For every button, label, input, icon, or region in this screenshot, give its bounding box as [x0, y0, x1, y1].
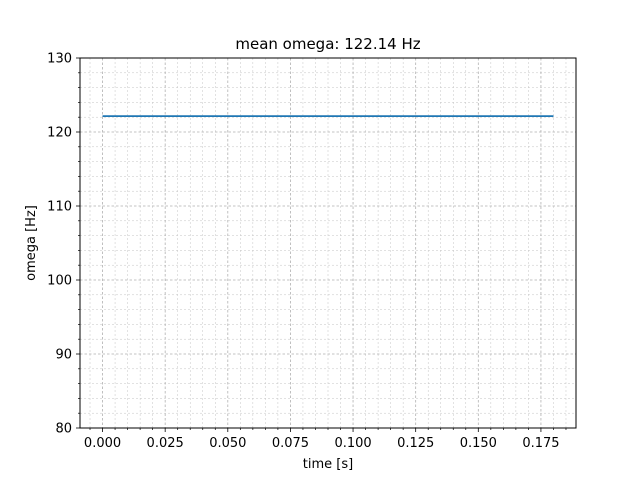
- y-tick-label: 120: [47, 126, 72, 141]
- y-tick-label: 80: [55, 422, 72, 437]
- x-tick-label: 0.075: [272, 436, 309, 451]
- y-tick-label: 100: [47, 274, 72, 289]
- y-axis-ticks: 80 90 100 110 120 130: [47, 52, 80, 437]
- y-axis-label: omega [Hz]: [24, 205, 39, 281]
- x-tick-label: 0.175: [522, 436, 559, 451]
- x-axis-label: time [s]: [303, 457, 353, 472]
- x-tick-label: 0.050: [209, 436, 246, 451]
- minor-grid: [80, 58, 576, 428]
- x-tick-label: 0.000: [84, 436, 121, 451]
- x-tick-label: 0.125: [397, 436, 434, 451]
- y-tick-label: 130: [47, 52, 72, 67]
- x-tick-label: 0.025: [147, 436, 184, 451]
- y-tick-label: 90: [55, 348, 72, 363]
- x-tick-label: 0.100: [334, 436, 371, 451]
- chart-title: mean omega: 122.14 Hz: [235, 35, 420, 53]
- y-tick-label: 110: [47, 200, 72, 215]
- x-axis-ticks: 0.000 0.025 0.050 0.075 0.100 0.125 0.150 0.175: [84, 428, 567, 451]
- x-tick-label: 0.150: [460, 436, 497, 451]
